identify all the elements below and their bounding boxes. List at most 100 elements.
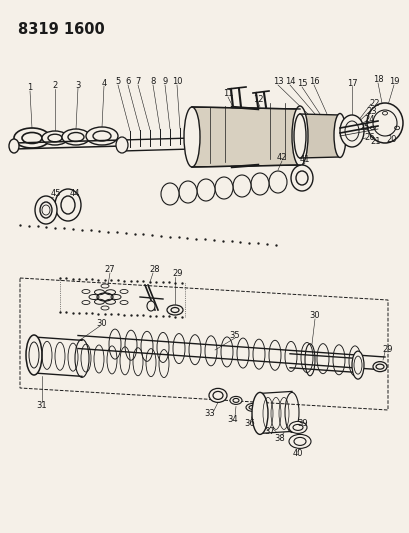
Text: 41: 41 xyxy=(299,156,310,165)
Text: 31: 31 xyxy=(36,400,47,409)
Text: 5: 5 xyxy=(115,77,120,86)
Text: 37: 37 xyxy=(264,427,275,436)
Text: 11: 11 xyxy=(222,90,233,99)
Ellipse shape xyxy=(196,179,214,201)
Ellipse shape xyxy=(82,301,90,304)
Ellipse shape xyxy=(288,422,306,433)
Text: 20: 20 xyxy=(386,135,396,144)
Ellipse shape xyxy=(184,107,200,167)
Text: 29: 29 xyxy=(382,345,392,354)
Ellipse shape xyxy=(35,196,57,224)
Text: 30: 30 xyxy=(97,319,107,327)
Text: 34: 34 xyxy=(227,415,238,424)
Text: 42: 42 xyxy=(276,154,287,163)
Ellipse shape xyxy=(245,403,259,411)
Text: 1: 1 xyxy=(27,84,33,93)
Ellipse shape xyxy=(372,362,386,372)
Ellipse shape xyxy=(93,131,111,141)
Ellipse shape xyxy=(252,392,267,434)
Ellipse shape xyxy=(86,127,118,145)
Text: 8: 8 xyxy=(150,77,155,86)
Text: 38: 38 xyxy=(274,434,285,443)
Text: 29: 29 xyxy=(172,270,183,279)
Text: 24: 24 xyxy=(364,116,374,125)
Text: 12: 12 xyxy=(252,94,263,103)
Text: 35: 35 xyxy=(229,330,240,340)
Ellipse shape xyxy=(339,115,363,147)
Text: 36: 36 xyxy=(244,419,255,428)
Ellipse shape xyxy=(55,189,81,221)
Text: 28: 28 xyxy=(149,265,160,274)
Text: 45: 45 xyxy=(51,190,61,198)
Text: 19: 19 xyxy=(388,77,398,86)
Ellipse shape xyxy=(293,438,305,446)
Ellipse shape xyxy=(40,202,52,218)
Text: 22: 22 xyxy=(369,99,379,108)
Text: 30: 30 xyxy=(309,311,319,320)
Ellipse shape xyxy=(101,306,109,310)
Ellipse shape xyxy=(214,177,232,199)
Ellipse shape xyxy=(101,284,109,288)
Ellipse shape xyxy=(48,134,62,142)
Text: 44: 44 xyxy=(70,189,80,198)
Polygon shape xyxy=(299,114,339,158)
Ellipse shape xyxy=(248,406,256,409)
Ellipse shape xyxy=(111,295,121,300)
Ellipse shape xyxy=(14,128,50,148)
Text: 13: 13 xyxy=(272,77,283,86)
Ellipse shape xyxy=(366,103,402,143)
Ellipse shape xyxy=(105,299,115,304)
Ellipse shape xyxy=(94,290,104,295)
Text: 15: 15 xyxy=(296,79,306,88)
Ellipse shape xyxy=(293,114,305,158)
Ellipse shape xyxy=(120,301,128,304)
Ellipse shape xyxy=(89,295,99,300)
Ellipse shape xyxy=(68,133,84,141)
Ellipse shape xyxy=(229,397,241,405)
Ellipse shape xyxy=(94,299,104,304)
Polygon shape xyxy=(191,107,299,167)
Ellipse shape xyxy=(161,183,179,205)
Ellipse shape xyxy=(213,391,222,399)
Text: 27: 27 xyxy=(104,265,115,274)
Ellipse shape xyxy=(147,301,155,311)
Ellipse shape xyxy=(61,196,75,214)
Text: 33: 33 xyxy=(204,409,215,418)
Ellipse shape xyxy=(116,137,128,153)
Ellipse shape xyxy=(268,171,286,193)
Ellipse shape xyxy=(22,133,42,143)
Ellipse shape xyxy=(288,434,310,448)
Text: 4: 4 xyxy=(101,78,106,87)
Text: 7: 7 xyxy=(135,77,140,86)
Ellipse shape xyxy=(171,308,179,312)
Ellipse shape xyxy=(26,335,42,375)
Ellipse shape xyxy=(232,175,250,197)
Ellipse shape xyxy=(250,173,268,195)
Text: 6: 6 xyxy=(125,77,130,86)
Ellipse shape xyxy=(105,290,115,295)
Text: 8319 1600: 8319 1600 xyxy=(18,22,104,37)
Ellipse shape xyxy=(42,131,68,145)
Text: 40: 40 xyxy=(292,449,303,458)
Ellipse shape xyxy=(292,424,302,431)
Text: 25: 25 xyxy=(359,124,369,133)
Ellipse shape xyxy=(333,114,345,157)
Ellipse shape xyxy=(375,364,383,369)
Ellipse shape xyxy=(166,305,182,315)
Ellipse shape xyxy=(295,171,307,185)
Ellipse shape xyxy=(9,139,19,153)
Ellipse shape xyxy=(351,351,363,379)
Ellipse shape xyxy=(232,398,238,402)
Ellipse shape xyxy=(82,289,90,294)
Text: 23: 23 xyxy=(366,108,376,117)
Text: 18: 18 xyxy=(372,76,382,85)
Ellipse shape xyxy=(120,289,128,294)
Text: 21: 21 xyxy=(370,138,380,147)
Text: 17: 17 xyxy=(346,78,356,87)
Text: 10: 10 xyxy=(171,77,182,86)
Ellipse shape xyxy=(291,106,307,166)
Text: 39: 39 xyxy=(297,419,308,428)
Ellipse shape xyxy=(62,129,90,145)
Text: 9: 9 xyxy=(162,77,167,86)
Text: 3: 3 xyxy=(75,80,81,90)
